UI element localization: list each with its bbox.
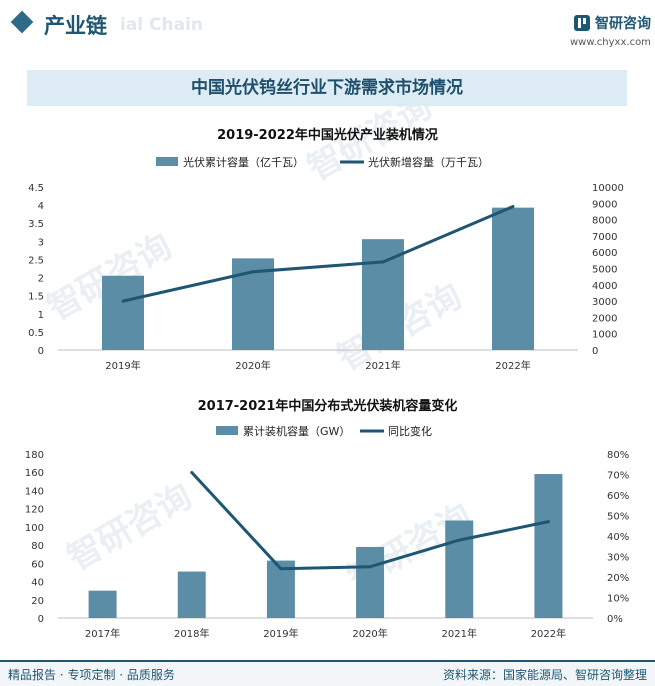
legend-swatch-bar [156, 157, 178, 166]
y-left-tick-label: 0 [38, 346, 44, 357]
y-right-tick-label: 7000 [592, 232, 617, 243]
banner-title: 中国光伏钨丝行业下游需求市场情况 [191, 78, 463, 98]
bar [534, 474, 563, 618]
bar [356, 546, 385, 618]
y-left-tick-label: 40 [31, 578, 44, 589]
line-point [121, 299, 125, 303]
y-right-tick-label: 0 [592, 346, 598, 357]
y-right-tick-label: 10% [607, 594, 629, 605]
x-tick-label: 2019年 [263, 627, 298, 640]
bar [445, 520, 474, 618]
footer-source: 资料来源：国家能源局、智研咨询整理 [442, 668, 647, 682]
footer-slogan: 精品报告 · 专项定制 · 品质服务 [8, 668, 175, 682]
line-point [279, 567, 283, 571]
y-left-tick-label: 1.5 [28, 292, 44, 303]
brand-url[interactable]: www.chyxx.com [570, 37, 651, 48]
y-left-tick-label: 20 [31, 596, 44, 607]
bar [102, 275, 144, 350]
y-left-tick-label: 100 [25, 523, 44, 534]
y-left-tick-label: 80 [31, 541, 44, 552]
chart-2-title: 2017-2021年中国分布式光伏装机容量变化 [197, 399, 458, 414]
footer-bar: 精品报告 · 专项定制 · 品质服务 资料来源：国家能源局、智研咨询整理 [0, 660, 655, 686]
y-left-tick-label: 4 [38, 201, 44, 212]
line-point [546, 520, 550, 524]
header-bar: 产业链 ial Chain 智研咨询 www.chyxx.com [0, 0, 655, 52]
x-tick-label: 2022年 [531, 627, 566, 640]
line-point [368, 565, 372, 569]
y-right-tick-label: 8000 [592, 216, 617, 227]
y-left-tick-label: 180 [25, 450, 44, 461]
y-right-tick-label: 2000 [592, 313, 617, 324]
legend-swatch-bar [216, 426, 238, 435]
y-left-tick-label: 2.5 [28, 255, 44, 266]
y-right-tick-label: 3000 [592, 297, 617, 308]
brand-name: 智研咨询 [595, 16, 651, 32]
line-point [511, 205, 515, 209]
x-tick-label: 2021年 [442, 627, 477, 640]
y-right-tick-label: 20% [607, 573, 629, 584]
x-tick-label: 2019年 [105, 359, 140, 372]
y-left-tick-label: 120 [25, 505, 44, 516]
y-left-tick-label: 160 [25, 468, 44, 479]
bar [88, 590, 117, 618]
chart-1: 光伏累计容量（亿千瓦） 光伏新增容量（万千瓦） 0 0.5 1 1.5 2 2.5 3 3.5 4 4… [28, 155, 624, 372]
x-tick-label: 2017年 [85, 627, 120, 640]
y-left-tick-label: 0.5 [28, 328, 44, 339]
x-tick-label: 2020年 [352, 627, 387, 640]
bar [492, 207, 534, 350]
y-right-tick-label: 9000 [592, 199, 617, 210]
y-right-tick-label: 0% [607, 614, 623, 625]
y-left-tick-label: 1 [38, 310, 44, 321]
watermark-text: ial Chain [120, 15, 204, 35]
banner: 中国光伏钨丝行业下游需求市场情况 [27, 70, 627, 106]
chart-1-title: 2019-2022年中国光伏产业装机情况 [217, 128, 438, 143]
brand-logo-icon [574, 15, 590, 31]
line-point [457, 538, 461, 542]
bar [177, 571, 206, 618]
y-right-tick-label: 4000 [592, 281, 617, 292]
chart-2: 累计装机容量（GW） 同比变化 0 20 40 60 80 100 120 140 160 180 0%… [25, 424, 629, 640]
line-point [251, 270, 255, 274]
y-right-tick-label: 80% [607, 450, 629, 461]
x-tick-label: 2022年 [495, 359, 530, 372]
line-point [381, 260, 385, 264]
diamond-icon [10, 10, 34, 34]
x-tick-label: 2018年 [174, 627, 209, 640]
y-right-tick-label: 40% [607, 532, 629, 543]
y-left-tick-label: 2 [38, 274, 44, 285]
legend-label-line: 光伏新增容量（万千瓦） [368, 155, 489, 169]
legend-label-bar: 光伏累计容量（亿千瓦） [183, 155, 304, 169]
y-left-tick-label: 3.5 [28, 219, 44, 230]
line-point [190, 470, 194, 474]
y-right-tick-label: 6000 [592, 248, 617, 259]
y-right-tick-label: 50% [607, 512, 629, 523]
y-left-tick-label: 0 [38, 614, 44, 625]
y-right-tick-label: 30% [607, 553, 629, 564]
y-left-tick-label: 60 [31, 559, 44, 570]
y-left-tick-label: 3 [38, 237, 44, 248]
section-title: 产业链 [44, 14, 107, 38]
x-tick-label: 2020年 [235, 359, 270, 372]
y-right-tick-label: 1000 [592, 330, 617, 341]
legend-label-bar: 累计装机容量（GW） [243, 424, 350, 438]
y-left-tick-label: 4.5 [28, 183, 44, 194]
y-right-tick-label: 10000 [592, 183, 624, 194]
y-right-tick-label: 60% [607, 491, 629, 502]
x-tick-label: 2021年 [365, 359, 400, 372]
legend-label-line: 同比变化 [388, 424, 432, 438]
y-right-tick-label: 70% [607, 471, 629, 482]
y-left-tick-label: 140 [25, 486, 44, 497]
y-right-tick-label: 5000 [592, 265, 617, 276]
series-line [122, 205, 514, 303]
